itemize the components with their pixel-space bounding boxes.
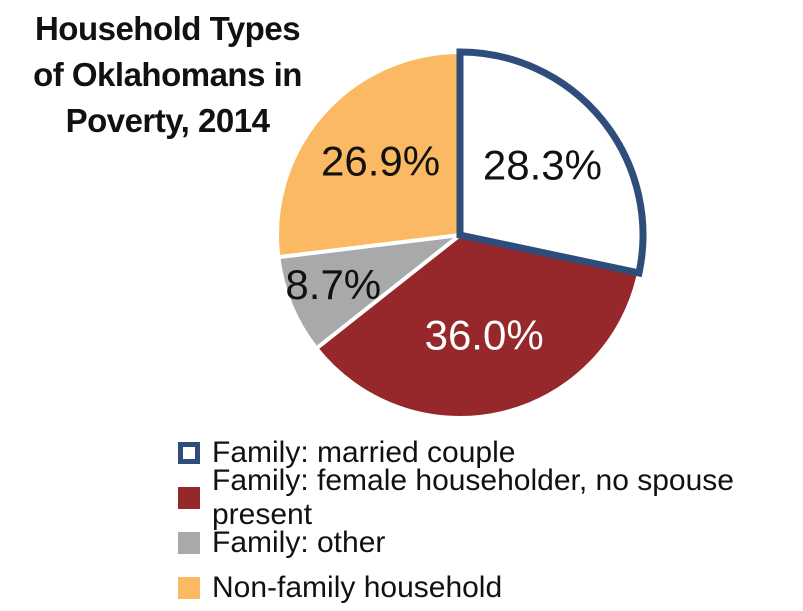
chart-title-line-3: Poverty, 2014: [65, 102, 270, 139]
pie-slice-non-family-household: [275, 49, 462, 260]
pie-slice-family-married-couple: [456, 48, 647, 278]
legend-item-family-other: Family: other: [178, 520, 803, 565]
legend-label: Family: married couple: [212, 435, 516, 469]
slice-label-family-female-householder-no-spouse-present: 36.0%: [425, 311, 544, 358]
chart-title: Household Types of Oklahomans in Poverty…: [0, 6, 335, 144]
chart-title-line-2: of Oklahomans in: [33, 56, 302, 93]
pie-chart: 28.3% 36.0% 8.7% 26.9%: [275, 48, 647, 420]
legend: Family: married couple Family: female hou…: [178, 430, 803, 610]
legend-item-family-female-householder-no-spouse-present: Family: female householder, no spouse pr…: [178, 464, 803, 531]
slice-label-non-family-household: 26.9%: [321, 138, 440, 185]
legend-label: Family: female householder, no spouse pr…: [212, 463, 734, 531]
legend-swatch: [178, 531, 200, 554]
pie-labels: 28.3% 36.0% 8.7% 26.9%: [285, 138, 602, 359]
legend-label: Family: other: [212, 525, 386, 559]
slice-label-family-other: 8.7%: [285, 261, 381, 308]
legend-swatch: [178, 441, 200, 464]
legend-item-family-married-couple: Family: married couple: [178, 430, 803, 475]
chart-title-line-1: Household Types: [34, 10, 301, 47]
pie-slice-family-female-householder-no-spouse-present: [313, 232, 642, 420]
legend-label: Non-family household: [212, 570, 503, 604]
legend-item-non-family-household: Non-family household: [178, 565, 803, 610]
legend-swatch: [178, 576, 200, 599]
legend-swatch: [178, 486, 200, 509]
pie-slices: [275, 48, 647, 420]
slice-label-family-married-couple: 28.3%: [483, 141, 602, 188]
